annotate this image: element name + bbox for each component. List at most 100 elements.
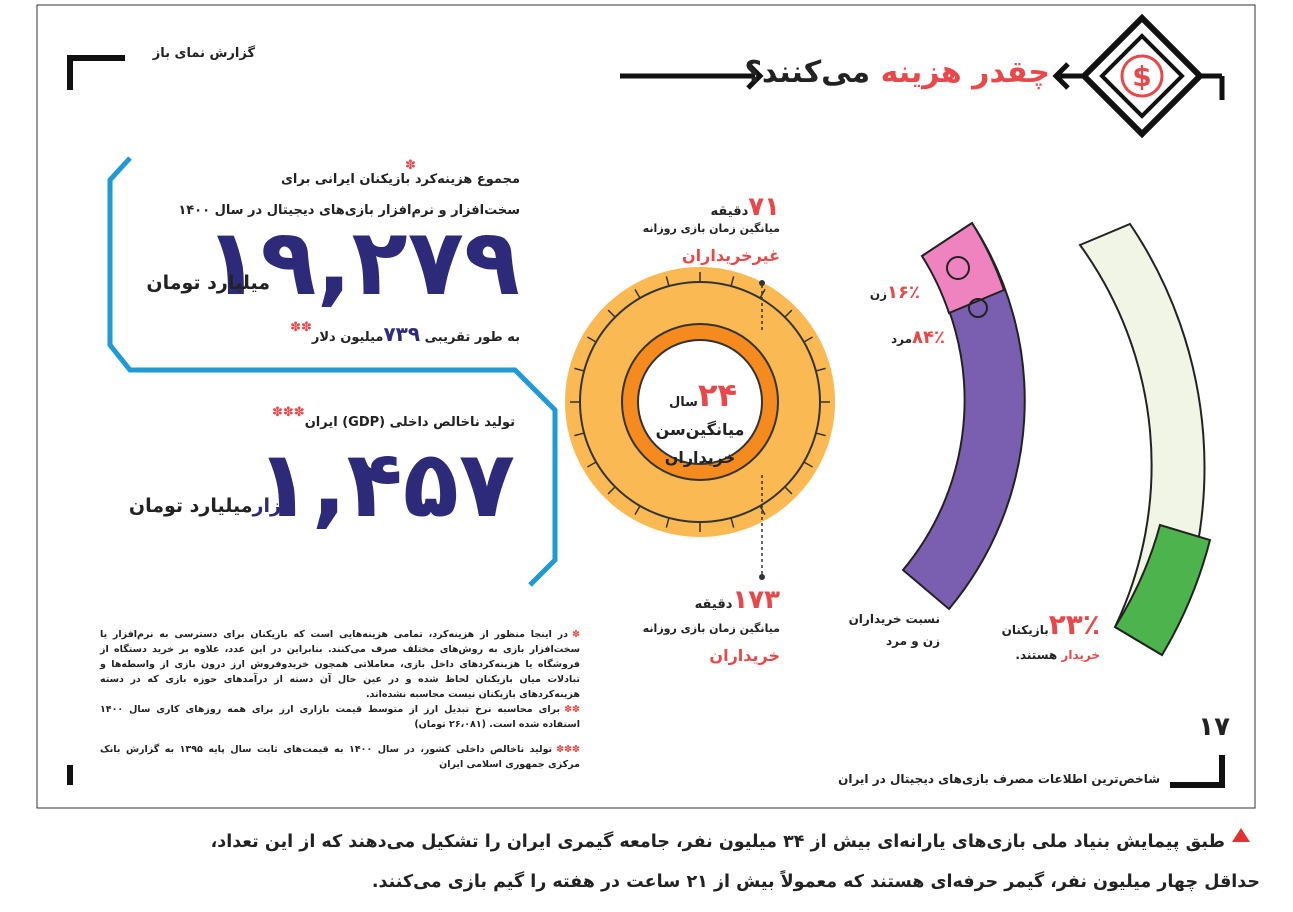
blue-bracket: [107, 156, 558, 587]
text: تولید ناخالص داخلی (GDP) ایران: [304, 415, 515, 430]
icon-diamond: [1079, 13, 1205, 139]
icon-diamond: [1099, 33, 1185, 119]
gender-arc-female: [920, 221, 1006, 315]
value: ۷۳۹: [383, 322, 421, 346]
age-label: میانگین‌سن: [655, 420, 745, 439]
male-icon: [968, 298, 988, 318]
label: بازیکنان: [1001, 623, 1049, 637]
frame: [36, 4, 1256, 809]
page-number: ۱۷: [1198, 712, 1230, 742]
title-highlight: چقدر هزینه: [880, 55, 1050, 90]
title-rest: می‌کنند؟: [744, 55, 871, 90]
donut-tick: [607, 486, 616, 495]
text: هستند.: [1015, 648, 1058, 662]
leader-dot: [759, 574, 765, 580]
text: مجموع هزینه‌کرد بازیکنان ایرانی برای: [281, 172, 520, 187]
buyers-time-value: ۱۷۳دقیقه: [640, 585, 780, 615]
value: ۷۱: [748, 192, 780, 222]
donut-tick: [730, 517, 735, 528]
spending-line1: ✽ مجموع هزینه‌کرد بازیکنان ایرانی برای: [150, 158, 520, 187]
value: ۱۶٪: [887, 282, 920, 303]
unit: میلیارد تومان: [128, 495, 253, 517]
icon-coin: [1120, 54, 1164, 98]
donut-tick: [607, 309, 616, 318]
marker: ✽✽✽: [272, 405, 305, 420]
buyers-time-label: میانگین زمان بازی روزانه: [642, 622, 780, 635]
text: برای محاسبه نرخ تبدیل ارز از متوسط قیمت …: [100, 704, 580, 730]
buyers-share: ۲۳٪بازیکنان: [980, 608, 1100, 641]
marker: ✽: [572, 629, 580, 640]
marker: ✽: [405, 158, 416, 173]
donut-tick: [815, 432, 826, 437]
donut-tick: [587, 336, 597, 343]
age-donut: [565, 267, 835, 580]
donut-tick: [587, 461, 597, 468]
footer: شاخص‌ترین اطلاعات مصرف بازی‌های دیجیتال …: [838, 772, 1160, 786]
gdp-label: تولید ناخالص داخلی (GDP) ایران✽✽✽: [270, 405, 515, 430]
marker: ✽✽: [290, 320, 312, 335]
value: ۲۴: [697, 376, 737, 414]
age-group: خریداران: [664, 448, 736, 467]
text: در اینجا منظور از هزینه‌کرد، تمامی هزینه…: [100, 629, 580, 700]
value: ۲۳٪: [1048, 608, 1100, 641]
donut-tick: [784, 486, 793, 495]
buyers-time-group: خریداران: [709, 646, 780, 665]
gdp-value: ۱,۴۵۷: [255, 431, 515, 538]
label: زن: [869, 287, 888, 301]
donut-ticks: [570, 272, 830, 532]
caption-line: حداقل چهار میلیون نفر، گیمر حرفه‌ای هستن…: [371, 872, 1260, 892]
leader-dot: [759, 280, 765, 286]
value: ۱۷۳: [732, 585, 780, 615]
buyers-arc-share: [1113, 523, 1212, 657]
text: به طور تقریبی: [424, 330, 520, 345]
highlight: خریدار: [1061, 648, 1100, 662]
gender-caption: زن و مرد: [885, 634, 940, 648]
gdp-unit: هزارمیلیارد تومان: [128, 495, 295, 517]
donut-tick: [759, 505, 766, 515]
gender-arc-male: [901, 221, 1026, 611]
caption-line: طبق پیمایش بنیاد ملی بازی‌های یارانه‌ای …: [210, 832, 1225, 852]
marker: ✽✽✽: [556, 744, 580, 755]
donut-tick: [665, 517, 670, 528]
female-share: ۱۶٪زن: [840, 282, 920, 303]
non-buyers-label: میانگین زمان بازی روزانه: [642, 222, 780, 235]
footnote: ✽در اینجا منظور از هزینه‌کرد، تمامی هزین…: [100, 627, 580, 702]
donut-tick: [634, 505, 641, 515]
female-icon: [946, 256, 970, 280]
buyers-share-line2: خریدار هستند.: [980, 648, 1100, 662]
spending-unit: میلیارد تومان: [146, 272, 270, 294]
text: تولید ناخالص داخلی کشور، در سال ۱۴۰۰ به …: [100, 744, 580, 770]
unit-prefix: هزار: [252, 495, 295, 517]
caption-marker: [1232, 828, 1250, 842]
male-share: ۸۴٪مرد: [860, 327, 945, 348]
footnote: ✽✽برای محاسبه نرخ تبدیل ارز از متوسط قیم…: [100, 702, 580, 732]
spending-line2: سخت‌افزار و نرم‌افزار بازی‌های دیجیتال د…: [178, 203, 520, 218]
non-buyers-value: ۷۱دقیقه: [640, 192, 780, 222]
corner-bracket: [1170, 755, 1225, 788]
non-buyers-group: غیرخریداران: [682, 246, 780, 265]
marker: ✽✽: [564, 704, 580, 715]
title-chevron: [1052, 62, 1070, 90]
age-value: ۲۴سال: [648, 376, 758, 414]
donut-tick: [730, 276, 735, 287]
footnote: ✽✽✽تولید ناخالص داخلی کشور، در سال ۱۴۰۰ …: [100, 742, 580, 772]
donut-tick: [665, 276, 670, 287]
section-label: گزارش نمای باز: [152, 46, 255, 61]
spending-approx: به طور تقریبی ۷۳۹میلیون دلار✽✽: [150, 320, 520, 346]
spending-value: ۱۹,۲۷۹: [204, 209, 520, 316]
label: مرد: [890, 332, 913, 346]
unit: دقیقه: [710, 204, 749, 219]
corner-bracket: [67, 55, 125, 90]
text: میلیون دلار: [311, 330, 384, 345]
donut-tick: [803, 336, 813, 343]
value: ۸۴٪: [912, 327, 945, 348]
donut-tick: [784, 309, 793, 318]
unit: سال: [668, 395, 698, 410]
donut-tick: [574, 367, 585, 372]
icon-symbol: $: [1132, 60, 1151, 93]
donut-center: [637, 339, 763, 465]
donut-tick: [803, 461, 813, 468]
title-chevron: [746, 62, 764, 90]
